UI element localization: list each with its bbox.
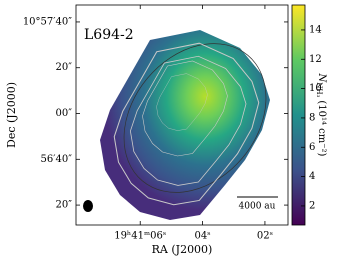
chart-title: L694-2	[84, 27, 134, 43]
colorbar-tick-label: 6	[309, 142, 315, 153]
colorbar-symbol: N	[317, 73, 328, 84]
x-tick-label: 02ˢ	[257, 231, 273, 242]
x-tick-label: 04ˢ	[195, 231, 211, 242]
colorbar-subscript: NH₃	[315, 82, 323, 97]
colorbar-tick-label: 12	[309, 54, 322, 65]
y-tick-label: 20″	[56, 62, 73, 73]
colorbar-tick-label: 10	[309, 83, 322, 94]
plot-frame	[75, 4, 289, 226]
colorbar-units: (10¹⁴ cm⁻²)	[317, 100, 328, 156]
x-axis-label: RA (J2000)	[152, 243, 213, 256]
y-tick-label: 20″	[56, 200, 73, 211]
beam	[83, 200, 93, 212]
y-tick-label: 56′40″	[41, 154, 73, 165]
colorbar-tick-label: 14	[309, 24, 322, 35]
y-tick-label: 10°57′40″	[23, 16, 72, 27]
colorbar-label: NNH₃ (10¹⁴ cm⁻²)	[315, 73, 328, 157]
colorbar-tick-label: 2	[309, 200, 315, 211]
x-tick-label: 19ʰ41ᵐ06ˢ	[114, 231, 166, 242]
scale-bar-label: 4000 au	[239, 202, 276, 212]
map-image	[100, 30, 270, 220]
colorbar	[291, 4, 306, 226]
y-tick-label: 00″	[56, 108, 73, 119]
colorbar-tick-label: 8	[309, 112, 315, 123]
y-axis-label: Dec (J2000)	[5, 82, 18, 148]
colorbar-tick-label: 4	[309, 171, 315, 182]
